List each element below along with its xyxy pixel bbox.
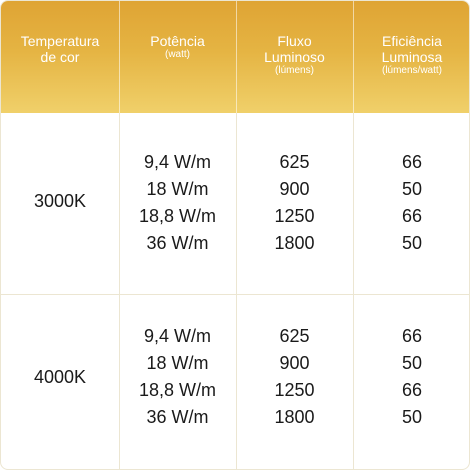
- flux-value: 1800: [274, 233, 315, 253]
- header-label: Luminoso: [264, 49, 325, 65]
- temperature-cell: 3000K: [33, 191, 87, 211]
- efficiency-value: 66: [401, 152, 423, 172]
- header-unit: (lúmens): [275, 65, 314, 76]
- flux-value: 1250: [274, 380, 315, 400]
- flux-value: 1800: [274, 407, 315, 427]
- power-value: 9,4 W/m: [143, 152, 211, 172]
- flux-cell: 625 900 1250 1800: [236, 323, 353, 431]
- power-value: 36 W/m: [146, 407, 209, 427]
- header-unit: (watt): [165, 49, 190, 60]
- efficiency-value: 50: [401, 179, 423, 199]
- flux-value: 625: [279, 152, 310, 172]
- header-label: Eficiência: [382, 33, 442, 49]
- power-cell: 9,4 W/m 18 W/m 18,8 W/m 36 W/m: [119, 149, 236, 257]
- efficiency-value: 66: [401, 380, 423, 400]
- header-luminous-efficiency: Eficiência Luminosa (lúmens/watt): [353, 33, 469, 77]
- efficiency-cell: 66 50 66 50: [353, 323, 469, 431]
- flux-value: 625: [279, 326, 310, 346]
- header-luminous-flux: Fluxo Luminoso (lúmens): [236, 33, 353, 77]
- flux-value: 900: [279, 179, 310, 199]
- efficiency-value: 50: [401, 353, 423, 373]
- flux-cell: 625 900 1250 1800: [236, 149, 353, 257]
- efficiency-value: 66: [401, 206, 423, 226]
- power-cell: 9,4 W/m 18 W/m 18,8 W/m 36 W/m: [119, 323, 236, 431]
- header-label: Potência: [150, 33, 205, 49]
- power-value: 18 W/m: [146, 353, 209, 373]
- header-label: de cor: [40, 49, 80, 65]
- temperature-cell: 4000K: [33, 367, 87, 387]
- header-divider: [353, 1, 354, 113]
- header-label: Fluxo: [277, 33, 312, 49]
- efficiency-value: 50: [401, 407, 423, 427]
- header-divider: [119, 1, 120, 113]
- table-header: [1, 1, 469, 113]
- power-value: 36 W/m: [146, 233, 209, 253]
- header-color-temperature: Temperatura de cor: [1, 33, 119, 65]
- header-label: Temperatura: [20, 33, 100, 49]
- header-power: Potência (watt): [119, 33, 236, 61]
- efficiency-value: 50: [401, 233, 423, 253]
- header-unit: (lúmens/watt): [381, 65, 442, 76]
- power-value: 18,8 W/m: [138, 380, 217, 400]
- power-value: 18 W/m: [146, 179, 209, 199]
- column-divider: [353, 113, 354, 469]
- flux-value: 900: [279, 353, 310, 373]
- power-value: 9,4 W/m: [143, 326, 211, 346]
- column-divider: [119, 113, 120, 469]
- efficiency-value: 66: [401, 326, 423, 346]
- header-divider: [236, 1, 237, 113]
- power-value: 18,8 W/m: [138, 206, 217, 226]
- flux-value: 1250: [274, 206, 315, 226]
- efficiency-cell: 66 50 66 50: [353, 149, 469, 257]
- column-divider: [236, 113, 237, 469]
- row-divider: [1, 294, 469, 295]
- header-label: Luminosa: [381, 49, 443, 65]
